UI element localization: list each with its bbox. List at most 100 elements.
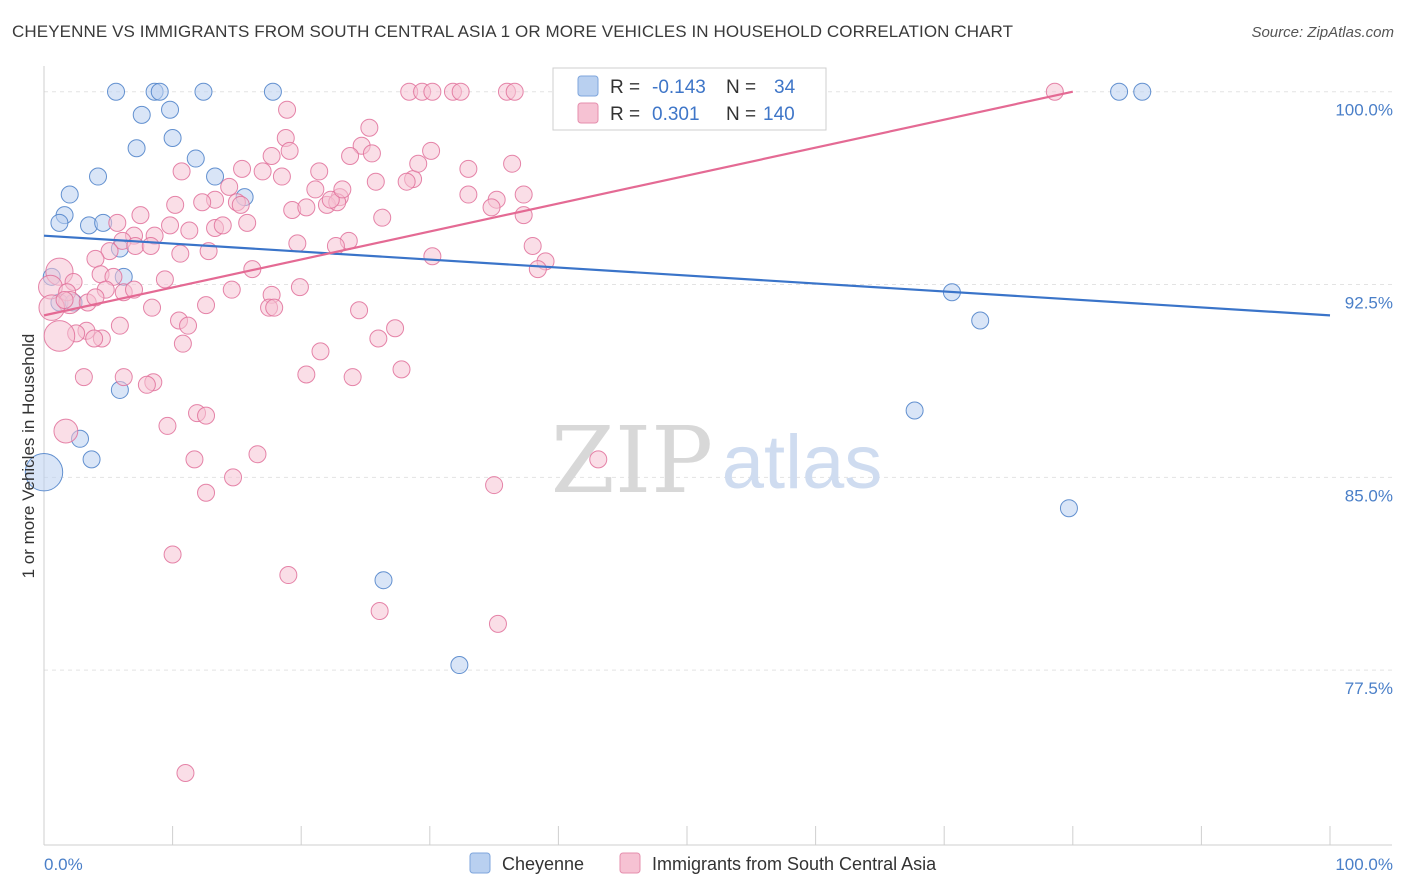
series-legend-swatch-immigrants — [619, 852, 641, 874]
immigrants-point — [193, 193, 212, 212]
immigrants-point — [272, 167, 291, 186]
immigrants-point — [278, 100, 297, 119]
immigrants-point — [360, 118, 379, 137]
immigrants-point — [155, 270, 174, 289]
immigrants-point — [43, 320, 76, 352]
immigrants-point — [333, 180, 352, 199]
chart-title: CHEYENNE VS IMMIGRANTS FROM SOUTH CENTRA… — [12, 22, 1014, 41]
immigrants-point — [373, 208, 392, 227]
immigrants-point — [220, 177, 239, 196]
legend-n-value-2: 140 — [763, 104, 795, 125]
immigrants-point — [176, 764, 195, 783]
immigrants-point — [185, 450, 204, 469]
immigrants-point — [137, 375, 156, 394]
cheyenne-point — [206, 167, 225, 186]
legend-r-label-2: R = — [610, 104, 640, 125]
cheyenne-point — [107, 82, 126, 101]
immigrants-point — [343, 368, 362, 387]
cheyenne-point — [263, 82, 282, 101]
cheyenne-point — [60, 185, 79, 204]
axes — [43, 66, 1392, 846]
immigrants-point — [589, 450, 608, 469]
immigrants-point — [110, 316, 129, 335]
cheyenne-point — [1133, 82, 1152, 101]
immigrants-point — [369, 329, 388, 348]
immigrants-point — [350, 301, 369, 320]
immigrants-point — [459, 185, 478, 204]
cheyenne-trend-line — [43, 234, 1331, 317]
cheyenne-point — [163, 128, 182, 147]
cheyenne-point — [194, 82, 213, 101]
immigrants-point — [213, 216, 232, 235]
immigrants-point — [253, 162, 272, 181]
immigrants-point — [306, 180, 325, 199]
watermark-atlas: atlas — [722, 420, 883, 505]
immigrants-point — [514, 185, 533, 204]
x-tick-label: 100.0% — [1335, 855, 1393, 874]
immigrants-point — [386, 319, 405, 338]
immigrants-point — [53, 418, 79, 444]
series-legend-swatch-cheyenne — [469, 852, 491, 874]
cheyenne-point — [971, 311, 990, 330]
immigrants-point — [392, 360, 411, 379]
immigrants-point — [262, 146, 281, 165]
immigrants-point — [222, 280, 241, 299]
immigrants-point — [288, 234, 307, 253]
cheyenne-point — [150, 82, 169, 101]
immigrants-point — [74, 368, 93, 387]
series-immigrants-points — [38, 82, 1064, 783]
immigrants-point — [265, 298, 284, 317]
immigrants-point — [528, 260, 547, 279]
immigrants-point — [297, 198, 316, 217]
immigrants-point — [158, 416, 177, 435]
legend-n-value-1: 34 — [774, 77, 796, 98]
legend-r-label-1: R = — [610, 77, 640, 98]
immigrants-point — [100, 242, 119, 261]
immigrants-point — [310, 162, 329, 181]
series-cheyenne-points — [24, 82, 1152, 675]
immigrants-point — [297, 365, 316, 384]
x-tick-labels: 0.0% 100.0% — [44, 855, 1393, 874]
cheyenne-point — [161, 100, 180, 119]
immigrants-point — [503, 154, 522, 173]
immigrants-point — [290, 278, 309, 297]
immigrants-point — [163, 545, 182, 564]
series-legend-label-immigrants: Immigrants from South Central Asia — [652, 854, 937, 874]
immigrants-point — [108, 213, 127, 232]
y-tick-labels: 100.0% 92.5% 85.0% 77.5% — [1335, 101, 1393, 698]
cheyenne-point — [905, 401, 924, 420]
immigrants-point — [280, 141, 299, 160]
immigrants-point — [55, 290, 74, 309]
immigrants-point — [397, 172, 416, 191]
immigrants-point — [341, 146, 360, 165]
immigrants-point — [197, 296, 216, 315]
legend-r-value-2: 0.301 — [652, 104, 700, 125]
immigrants-point — [238, 213, 257, 232]
legend-swatch-pink — [577, 102, 599, 124]
source-note: Source: ZipAtlas.com — [1251, 24, 1394, 41]
cheyenne-point — [132, 105, 151, 124]
immigrants-point — [166, 195, 185, 214]
cheyenne-point — [50, 213, 69, 232]
immigrants-point — [197, 406, 216, 425]
immigrants-point — [422, 141, 441, 160]
immigrants-point — [409, 154, 428, 173]
immigrants-point — [423, 247, 442, 266]
immigrants-point — [482, 198, 501, 217]
immigrants-point — [488, 614, 507, 633]
immigrants-point — [86, 249, 105, 268]
cheyenne-point — [1059, 499, 1078, 518]
immigrants-point — [370, 602, 389, 621]
immigrants-point — [173, 334, 192, 353]
cheyenne-point — [89, 167, 108, 186]
y-tick-label: 92.5% — [1345, 294, 1393, 313]
stats-legend: R = -0.143 N = 34 R = 0.301 N = 140 — [552, 67, 827, 131]
series-legend-label-cheyenne: Cheyenne — [502, 854, 584, 874]
immigrants-point — [505, 82, 524, 101]
immigrants-point — [451, 82, 470, 101]
immigrants-point — [423, 82, 442, 101]
y-axis-label: 1 or more Vehicles in Household — [19, 334, 38, 579]
immigrants-point — [172, 162, 191, 181]
immigrants-point — [131, 206, 150, 225]
y-tick-label: 85.0% — [1345, 486, 1393, 505]
